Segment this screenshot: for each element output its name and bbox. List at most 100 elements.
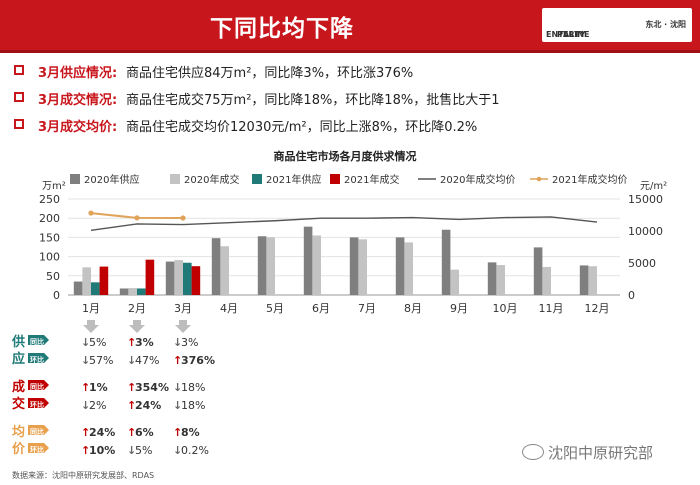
legend-swatch	[170, 174, 180, 184]
legend-label: 2021年成交	[344, 173, 399, 186]
line-point	[134, 215, 140, 221]
y-left-unit: 万m²	[42, 181, 66, 192]
down-arrow-icon: ↓	[127, 354, 136, 367]
down-arrow-icon: ↓	[81, 399, 90, 412]
bar	[91, 282, 100, 295]
change-value: 3%	[135, 336, 154, 349]
bar	[266, 237, 275, 295]
group-label-top: 成	[12, 379, 25, 395]
chart-title: 商品住宅市场各月度供求情况	[274, 149, 417, 163]
x-tick-label: 9月	[450, 302, 468, 315]
row-tag-arrow-icon	[28, 425, 49, 435]
row-tag-arrow-icon	[28, 335, 49, 345]
y-left-tick: 250	[39, 193, 60, 206]
x-tick-label: 8月	[404, 302, 422, 315]
up-arrow-icon: ↑	[127, 399, 136, 412]
down-pointer-icon	[175, 320, 191, 333]
bar	[303, 226, 313, 295]
y-right-tick: 5000	[628, 257, 656, 270]
bar	[257, 236, 267, 295]
change-value: 8%	[181, 426, 200, 439]
change-value: 18%	[181, 381, 205, 394]
bullet-box-icon	[14, 119, 24, 129]
bar	[82, 267, 91, 295]
change-value: 24%	[135, 399, 161, 412]
x-tick-label: 5月	[266, 302, 284, 315]
bar	[579, 265, 589, 295]
down-arrow-icon: ↓	[127, 444, 136, 457]
bar	[119, 288, 129, 295]
change-value: 10%	[89, 444, 115, 457]
up-arrow-icon: ↑	[81, 444, 90, 457]
legend-label: 2021年成交均价	[552, 173, 627, 186]
down-arrow-icon: ↓	[173, 336, 182, 349]
y-right-tick: 0	[628, 289, 635, 302]
bar	[165, 261, 175, 295]
bar	[441, 229, 451, 295]
bar	[496, 265, 505, 295]
down-arrow-icon: ↓	[173, 444, 182, 457]
down-arrow-icon: ↓	[173, 399, 182, 412]
change-value: 18%	[181, 399, 205, 412]
legend-swatch	[330, 174, 340, 184]
bar	[588, 266, 597, 295]
page-title: 下同比均下降	[210, 16, 354, 42]
row-tag-label: 环比	[30, 445, 44, 454]
y-left-tick: 200	[39, 212, 60, 225]
up-arrow-icon: ↑	[127, 426, 136, 439]
row-tag-arrow-icon	[28, 380, 49, 390]
legend-label: 2020年供应	[84, 173, 139, 186]
bar	[137, 288, 146, 295]
row-tag-label: 环比	[30, 400, 44, 409]
up-arrow-icon: ↑	[127, 381, 136, 394]
bullet-label: 3月供应情况:	[38, 66, 118, 81]
bar	[395, 237, 405, 295]
bullet-box-icon	[14, 92, 24, 102]
brand-text-right: 东北 · 沈阳	[645, 20, 686, 29]
y-left-tick: 150	[39, 231, 60, 244]
up-arrow-icon: ↑	[81, 426, 90, 439]
legend-marker	[536, 176, 542, 182]
bar	[487, 262, 497, 295]
brand-text-left: ENTALINE PERTY	[546, 30, 590, 39]
x-tick-label: 12月	[585, 302, 610, 315]
row-tag-arrow-icon	[28, 443, 49, 453]
bar	[220, 246, 229, 295]
bullet-text: 商品住宅成交75万m²，同比降18%，环比降18%，批售比大于1	[126, 93, 500, 108]
bar	[174, 260, 183, 295]
header-divider	[0, 50, 700, 53]
y-left-tick: 0	[53, 289, 60, 302]
bar	[533, 247, 543, 295]
bar	[358, 239, 367, 295]
x-tick-label: 11月	[539, 302, 564, 315]
down-pointer-icon	[83, 320, 99, 333]
bar	[404, 242, 413, 295]
y-left-tick: 50	[46, 270, 60, 283]
group-label-top: 供	[11, 334, 25, 350]
group-label-bottom: 应	[12, 351, 25, 367]
down-arrow-icon: ↓	[81, 354, 90, 367]
up-arrow-icon: ↑	[81, 381, 90, 394]
bar	[183, 262, 192, 295]
bullet-label: 3月成交情况:	[38, 93, 118, 108]
up-arrow-icon: ↑	[173, 354, 182, 367]
bullet-text: 商品住宅成交均价12030元/m²，同比上涨8%，环比降0.2%	[126, 120, 478, 135]
up-arrow-icon: ↑	[173, 426, 182, 439]
bar	[145, 259, 155, 295]
x-tick-label: 7月	[358, 302, 376, 315]
change-value: 2%	[89, 399, 106, 412]
legend-swatch	[252, 174, 262, 184]
group-label-bottom: 交	[12, 396, 25, 412]
header-bar: 下同比均下降 ENTALINE PERTY 东北 · 沈阳	[0, 0, 700, 50]
change-value: 0.2%	[181, 444, 209, 457]
legend-label: 2021年供应	[266, 173, 321, 186]
bar	[312, 235, 321, 295]
legend-swatch	[70, 174, 80, 184]
row-tag-label: 同比	[30, 337, 44, 346]
row-tag-label: 同比	[30, 427, 44, 436]
bar	[211, 238, 221, 295]
bar	[128, 288, 137, 295]
change-value: 376%	[181, 354, 215, 367]
bar	[450, 269, 459, 295]
